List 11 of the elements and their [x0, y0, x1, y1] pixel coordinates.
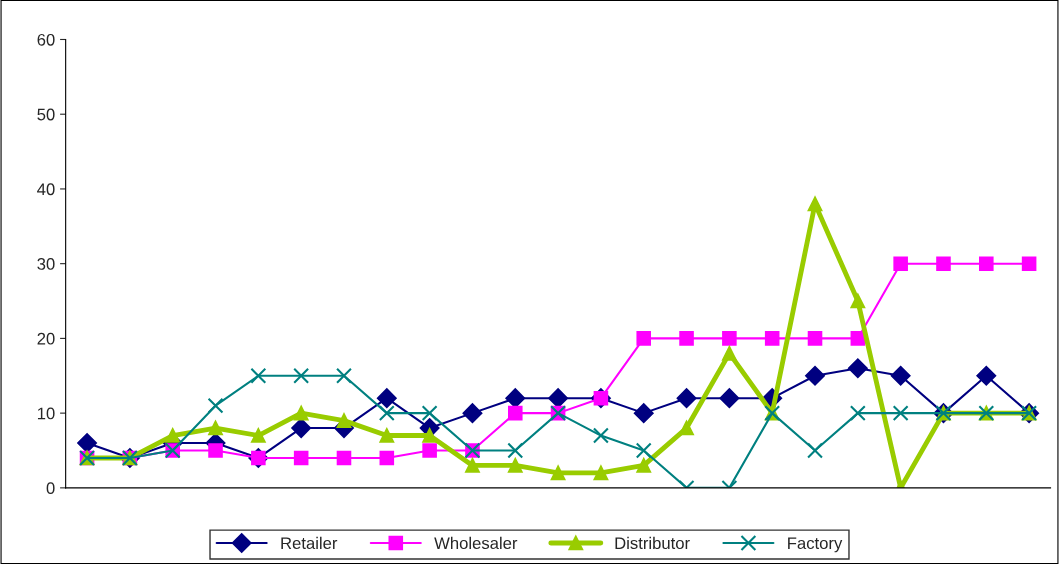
legend-label: Retailer — [281, 536, 338, 550]
y-tick-label: 0 — [46, 482, 55, 495]
y-tick-label: 10 — [37, 407, 55, 420]
y-tick-label: 30 — [37, 258, 55, 270]
y-tick-label: 60 — [37, 33, 55, 46]
legend-label: Distributor — [615, 536, 690, 550]
y-tick-label: 20 — [37, 332, 55, 345]
legend-label: Factory — [788, 537, 843, 553]
y-tick-label: 40 — [37, 183, 55, 196]
legend-label: Wholesaler — [434, 536, 518, 550]
y-tick-label: 50 — [37, 108, 55, 121]
